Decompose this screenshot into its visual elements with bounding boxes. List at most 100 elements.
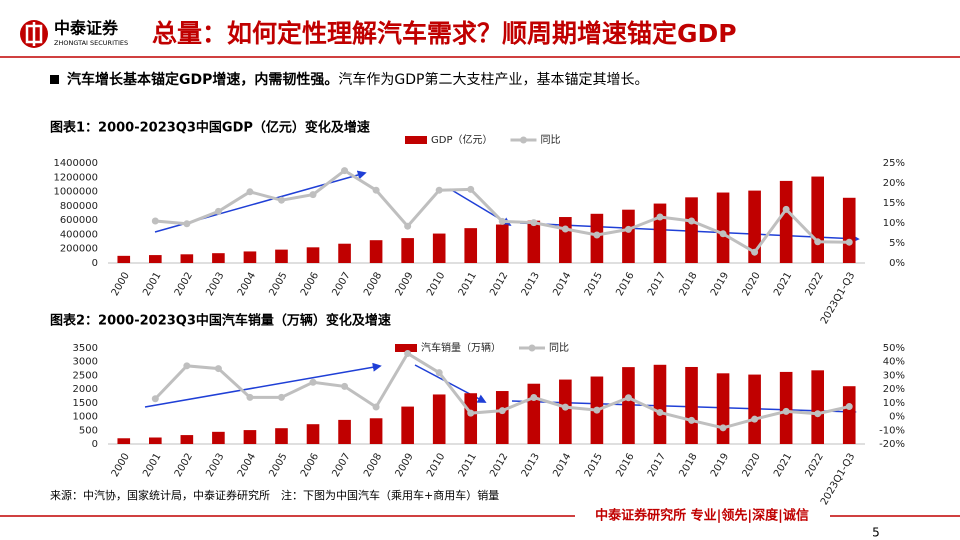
line-point	[751, 415, 759, 423]
x-tick-label: 2011	[457, 452, 479, 480]
line-point	[498, 217, 506, 225]
x-tick-label: 2000	[110, 271, 132, 299]
x-tick-label: 2008	[362, 271, 384, 299]
line-point	[341, 167, 349, 175]
legend-label: GDP（亿元）	[431, 133, 492, 146]
bar	[495, 224, 509, 263]
chart-title: 图表1：2000-2023Q3中国GDP（亿元）变化及增速	[50, 120, 370, 136]
footer-slogan: 中泰证券研究所 专业|领先|深度|诚信	[595, 508, 809, 524]
y-tick-label: 1000000	[53, 187, 98, 198]
line-point	[467, 409, 475, 417]
bar	[369, 418, 383, 444]
x-tick-label: 2007	[331, 271, 353, 299]
bar	[464, 228, 478, 263]
x-tick-label: 2010	[425, 271, 447, 299]
y2-tick-label: 0%	[889, 258, 905, 269]
footer-bg	[575, 506, 830, 526]
bar	[306, 424, 320, 444]
bar	[212, 253, 225, 263]
bar	[369, 240, 383, 263]
legend-label: 同比	[540, 134, 560, 146]
x-tick-label: 2016	[614, 452, 636, 480]
bar	[338, 419, 351, 444]
line-point	[151, 217, 159, 225]
x-tick-label: 2001	[141, 452, 163, 480]
line-point	[814, 410, 822, 418]
bar	[779, 180, 793, 263]
x-tick-label: 2010	[425, 452, 447, 480]
bar	[306, 247, 320, 263]
source-note: 来源：中汽协，国家统计局，中泰证券研究所 注：下图为中国汽车（乘用车+商用车）销…	[50, 488, 499, 502]
line-point	[341, 382, 349, 390]
line-point	[435, 186, 443, 194]
line-point	[214, 365, 222, 373]
line-point	[214, 207, 222, 215]
line-point	[624, 394, 632, 402]
line-point	[719, 424, 727, 432]
x-tick-label: 2007	[331, 452, 353, 480]
bar	[716, 192, 730, 263]
y-tick-label: 400000	[60, 229, 98, 240]
bar	[180, 435, 194, 444]
bullet-normal: 汽车作为GDP第二大支柱产业，基本锚定其增长。	[338, 71, 648, 88]
bar	[275, 428, 288, 444]
line-point	[656, 213, 664, 221]
line-point	[530, 394, 538, 402]
x-tick-label: 2000	[110, 452, 132, 480]
legend-swatch-point	[528, 344, 536, 352]
bar	[527, 220, 541, 263]
y2-tick-label: 10%	[883, 398, 905, 409]
x-tick-label: 2002	[173, 271, 195, 299]
y-tick-label: 800000	[60, 201, 98, 212]
y-tick-label: 1000	[73, 412, 98, 423]
bar	[495, 391, 509, 444]
logo	[20, 20, 48, 48]
bar	[180, 254, 194, 263]
line-point	[688, 416, 696, 424]
x-tick-label: 2006	[299, 271, 321, 299]
line-point	[246, 393, 254, 401]
x-tick-label: 2012	[488, 271, 510, 299]
line-point	[404, 349, 412, 357]
y2-tick-label: 10%	[883, 218, 905, 229]
x-tick-label: 2013	[520, 271, 542, 299]
bar	[685, 366, 698, 444]
line-point	[782, 407, 790, 415]
y2-tick-label: 25%	[883, 158, 905, 169]
x-tick-label: 2023Q1-Q3	[819, 271, 857, 327]
bar	[811, 370, 824, 444]
line-point	[561, 403, 569, 411]
bar	[149, 255, 162, 263]
x-tick-label: 2003	[204, 452, 226, 480]
y2-tick-label: 40%	[883, 357, 905, 368]
x-tick-label: 2016	[614, 271, 636, 299]
line-point	[719, 230, 727, 238]
x-tick-label: 2018	[677, 452, 699, 480]
bar	[716, 373, 730, 444]
x-tick-label: 2012	[488, 452, 510, 480]
line-point	[183, 362, 191, 370]
x-tick-label: 2014	[551, 452, 573, 480]
bar	[275, 249, 288, 263]
bar	[401, 406, 414, 444]
x-tick-label: 2006	[299, 452, 321, 480]
line-point	[593, 231, 601, 239]
y2-tick-label: 15%	[883, 198, 905, 209]
x-tick-label: 2008	[362, 452, 384, 480]
y-tick-label: 0	[92, 439, 98, 450]
x-tick-label: 2017	[646, 452, 668, 480]
x-tick-label: 2004	[236, 452, 258, 480]
y-tick-label: 600000	[60, 215, 98, 226]
page-number: 5	[872, 526, 880, 540]
y-tick-label: 2000	[73, 384, 98, 395]
line-point	[656, 408, 664, 416]
line-point	[151, 395, 159, 403]
line-point	[688, 217, 696, 225]
bar	[149, 437, 162, 444]
bar	[117, 438, 131, 444]
bar	[685, 197, 698, 263]
bullet-text: 汽车增长基本锚定GDP增速，内需韧性强。汽车作为GDP第二大支柱产业，基本锚定其…	[67, 71, 648, 88]
y-tick-label: 500	[79, 425, 98, 436]
bar	[811, 176, 824, 263]
